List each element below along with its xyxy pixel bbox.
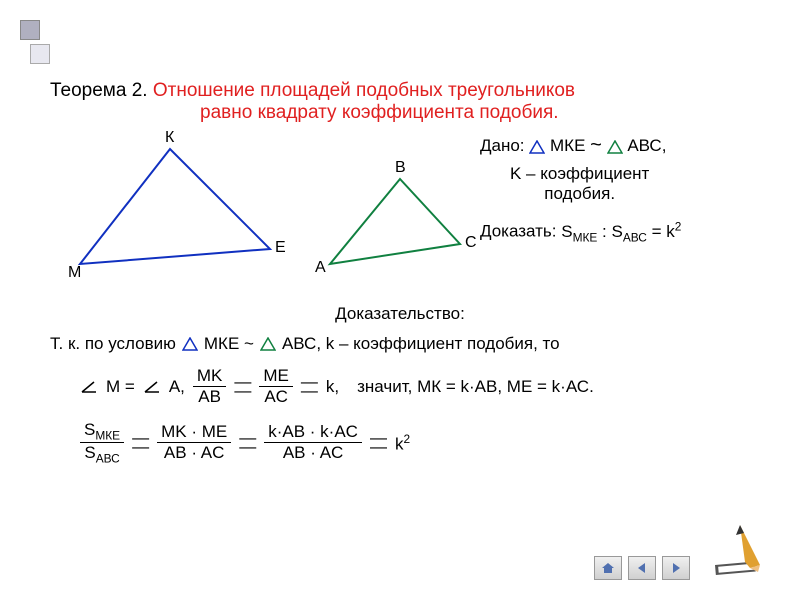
proof-l1-c: АВС, k – коэффициент подобия, то (282, 334, 560, 354)
nav-buttons (594, 556, 690, 580)
angle-m: M = (106, 377, 135, 397)
accent-bars (20, 20, 50, 64)
triangle-icon (607, 140, 623, 154)
proof-title: Доказательство: (50, 304, 750, 324)
prove-label: Доказать: (480, 222, 556, 241)
given-mke: МКЕ (550, 136, 585, 155)
double-eq-icon: —— (234, 378, 251, 395)
theorem-main: Отношение площадей подобных треугольнико… (153, 80, 575, 101)
label-a: А (315, 259, 326, 277)
given-coefficient: K – коэффициентподобия. (510, 164, 649, 204)
proof-line-1: Т. к. по условию МКЕ ~ АВС, k – коэффици… (50, 334, 750, 354)
triangle-icon (260, 337, 276, 351)
double-eq-icon: —— (370, 434, 387, 451)
double-eq-icon: —— (239, 434, 256, 451)
nav-prev-button[interactable] (628, 556, 656, 580)
proof-line-2: M = A, MK AB —— ME AC —— k, значит, МК =… (80, 366, 750, 408)
double-eq-icon: —— (301, 378, 318, 395)
accent-square-2 (30, 44, 50, 64)
label-b: В (395, 159, 406, 177)
angle-a: A, (169, 377, 185, 397)
angle-icon (143, 380, 161, 394)
label-k: К (165, 129, 174, 147)
frac-k-sides: k·AB · k·AC AB · AC (264, 422, 362, 464)
triangle-mke (80, 149, 270, 264)
frac-areas: SМКЕ SАВС (80, 420, 124, 466)
frac-mk-ab: MK AB (193, 366, 227, 408)
triangle-abc (330, 179, 460, 264)
label-m: М (68, 264, 81, 282)
given-block: Дано: МКЕ ~ АВС, (480, 134, 666, 157)
arrow-left-icon (636, 562, 648, 574)
theorem-title: Теорема 2. Отношение площадей подобных т… (50, 80, 750, 102)
prove-block: Доказать: SМКЕ : SАВС = k2 (480, 219, 681, 244)
proof-body: Т. к. по условию МКЕ ~ АВС, k – коэффици… (50, 334, 750, 466)
triangle-icon (182, 337, 198, 351)
nav-next-button[interactable] (662, 556, 690, 580)
triangles-svg (50, 134, 480, 284)
nav-home-button[interactable] (594, 556, 622, 580)
given-label: Дано: (480, 136, 525, 155)
theorem-subtitle: равно квадрату коэффициента подобия. (200, 102, 750, 124)
angle-icon (80, 380, 98, 394)
pencil-decoration (710, 520, 770, 585)
prove-expr: SМКЕ : SАВС = k2 (561, 222, 681, 241)
label-c: С (465, 234, 477, 252)
theorem-number: Теорема 2. (50, 80, 148, 101)
given-abc: АВС, (627, 136, 666, 155)
frac-sides: MK · ME AB · AC (157, 422, 231, 464)
conclusion: значит, МК = k·АВ, МЕ = k·АС. (357, 377, 594, 397)
accent-square-1 (20, 20, 40, 40)
diagram-area: М К Е А В С Дано: МКЕ ~ АВС, K – коэффиц… (50, 134, 750, 304)
proof-l1-b: МКЕ ~ (204, 334, 254, 354)
frac-me-ac: ME AC (259, 366, 293, 408)
result-k2: k2 (395, 432, 410, 455)
eq-k: k, (326, 377, 339, 397)
home-icon (601, 562, 615, 574)
triangle-icon (529, 140, 545, 154)
slide-content: Теорема 2. Отношение площадей подобных т… (50, 80, 750, 466)
tilde: ~ (590, 134, 602, 156)
proof-line-3: SМКЕ SАВС —— MK · ME AB · AC —— k·AB · k… (80, 420, 750, 466)
arrow-right-icon (670, 562, 682, 574)
label-e: Е (275, 239, 286, 257)
double-eq-icon: —— (132, 434, 149, 451)
pencil-icon (710, 520, 770, 580)
proof-l1-a: Т. к. по условию (50, 334, 176, 354)
